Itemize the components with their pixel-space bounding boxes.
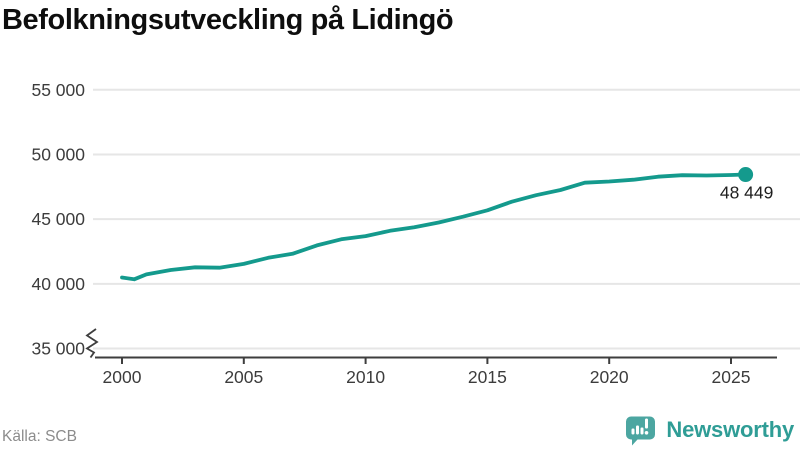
newsworthy-chart-bubble-icon	[626, 416, 656, 445]
y-tick-label: 55 000	[31, 80, 85, 100]
y-tick-label: 50 000	[31, 144, 85, 164]
x-tick-label: 2020	[590, 367, 629, 387]
x-tick-label: 2025	[712, 367, 751, 387]
newsworthy-wordmark: Newsworthy	[666, 417, 794, 442]
source-note: Källa: SCB	[2, 428, 77, 445]
chart-title: Befolkningsutveckling på Lidingö	[2, 4, 454, 36]
last-point-dot	[738, 167, 754, 183]
y-tick-label: 40 000	[31, 274, 85, 294]
population-line	[120, 172, 748, 282]
last-value-label: 48 449	[720, 183, 774, 203]
y-tick-label: 45 000	[31, 209, 85, 229]
y-axis-break-icon	[85, 328, 99, 359]
x-tick-label: 2010	[346, 367, 385, 387]
bar-chart-exclamation-glyph	[631, 418, 649, 435]
x-tick-label: 2005	[224, 367, 263, 387]
y-tick-label: 35 000	[31, 339, 85, 359]
newsworthy-logo[interactable]: Newsworthy	[624, 414, 794, 446]
x-tick-label: 2000	[103, 367, 142, 387]
x-tick-label: 2015	[468, 367, 507, 387]
